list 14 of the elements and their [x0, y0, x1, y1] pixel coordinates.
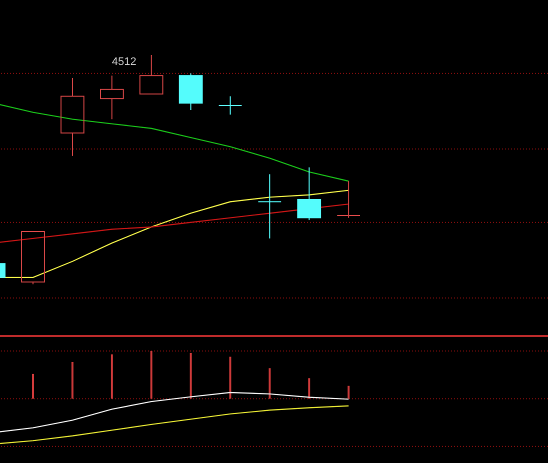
bar	[190, 352, 192, 399]
bar	[110, 354, 113, 399]
bar	[229, 356, 232, 399]
candlestick	[258, 174, 282, 239]
bar	[150, 351, 152, 399]
bar	[32, 374, 34, 399]
bar	[268, 368, 271, 399]
candlestick	[60, 77, 84, 156]
candlestick	[100, 75, 124, 120]
bar	[308, 378, 310, 399]
annotation: 4512	[112, 56, 136, 68]
bar	[348, 386, 350, 399]
bar	[71, 362, 74, 399]
candlestick	[218, 96, 242, 116]
